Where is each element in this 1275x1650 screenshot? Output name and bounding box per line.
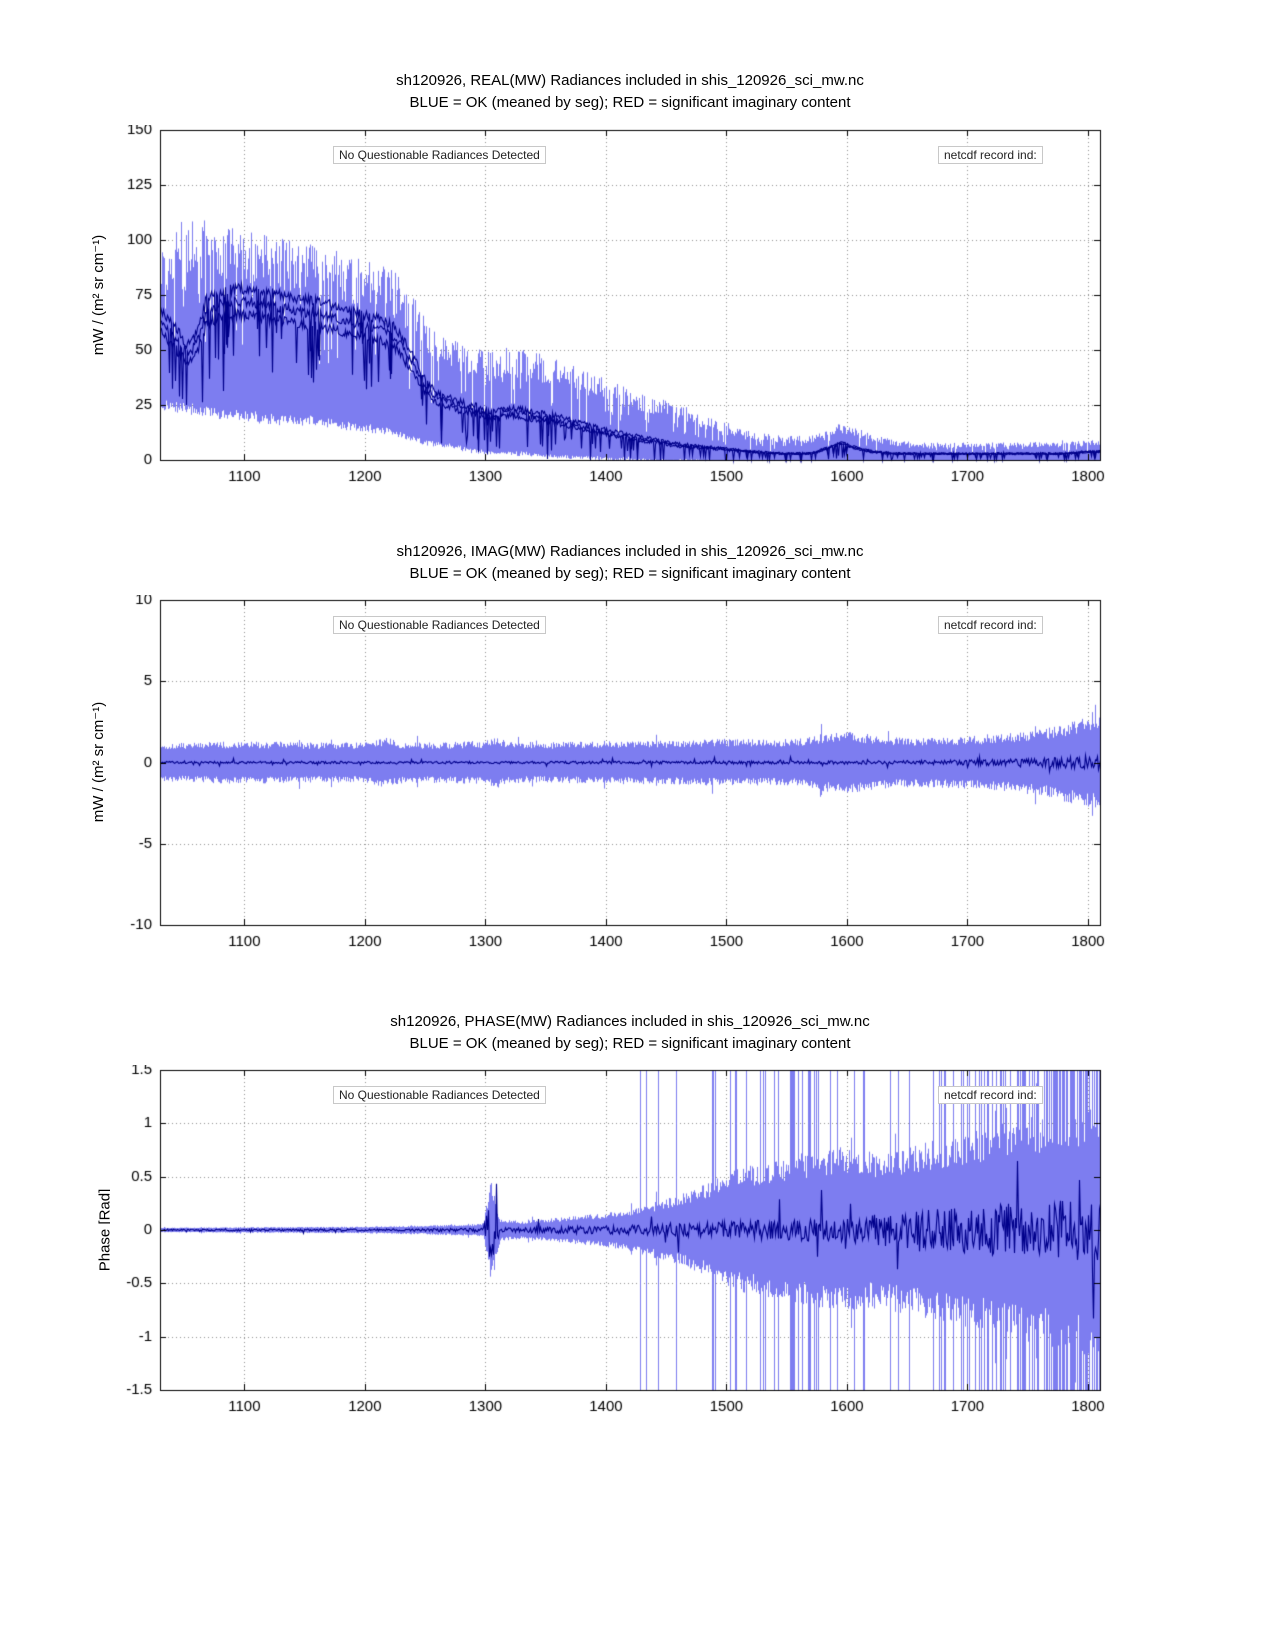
y-axis-label: mW / (m² sr cm⁻¹) [90, 701, 107, 823]
chart-title: sh120926, REAL(MW) Radiances included in… [396, 72, 864, 89]
no-questionable-radiances-note: No Questionable Radiances Detected [333, 146, 546, 164]
phase-plot-canvas [110, 1065, 1110, 1425]
netcdf-record-ind-note: netcdf record ind: [938, 146, 1043, 164]
no-questionable-radiances-note: No Questionable Radiances Detected [333, 1086, 546, 1104]
chart-subtitle: BLUE = OK (meaned by seg); RED = signifi… [409, 565, 851, 582]
chart-title: sh120926, IMAG(MW) Radiances included in… [396, 543, 864, 560]
netcdf-record-ind-note: netcdf record ind: [938, 1086, 1043, 1104]
chart-title: sh120926, PHASE(MW) Radiances included i… [390, 1013, 870, 1030]
chart-subtitle: BLUE = OK (meaned by seg); RED = signifi… [409, 94, 851, 111]
netcdf-record-ind-note: netcdf record ind: [938, 616, 1043, 634]
real-plot-canvas [110, 125, 1110, 495]
imag-plot-canvas [110, 595, 1110, 960]
chart-subtitle: BLUE = OK (meaned by seg); RED = signifi… [409, 1035, 851, 1052]
no-questionable-radiances-note: No Questionable Radiances Detected [333, 616, 546, 634]
y-axis-label: mW / (m² sr cm⁻¹) [90, 234, 107, 356]
